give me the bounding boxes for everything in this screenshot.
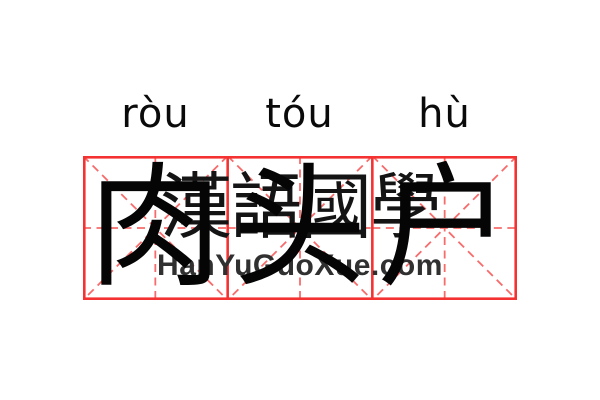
grid-guide-lines — [83, 156, 517, 300]
pinyin-syllable-1: ròu — [121, 91, 190, 137]
grid-solid-lines — [83, 156, 517, 300]
hanzi-character-1: 肉 — [88, 150, 223, 306]
pinyin-syllable-3: hù — [418, 91, 471, 137]
character-cell-2: 头 — [227, 156, 372, 300]
watermark-cjk-text: 漢語國學 — [159, 165, 442, 249]
grid-outer-border — [83, 156, 517, 300]
hanzi-character-2: 头 — [232, 150, 367, 306]
character-cell-1: 肉 — [83, 156, 228, 300]
pinyin-syllable-2: tóu — [265, 91, 334, 137]
practice-grid — [83, 156, 517, 300]
character-cell-3: 户 — [372, 156, 517, 300]
hanzi-character-3: 户 — [377, 150, 512, 306]
watermark-site-text: HanYuGuoXue.com — [157, 249, 443, 282]
